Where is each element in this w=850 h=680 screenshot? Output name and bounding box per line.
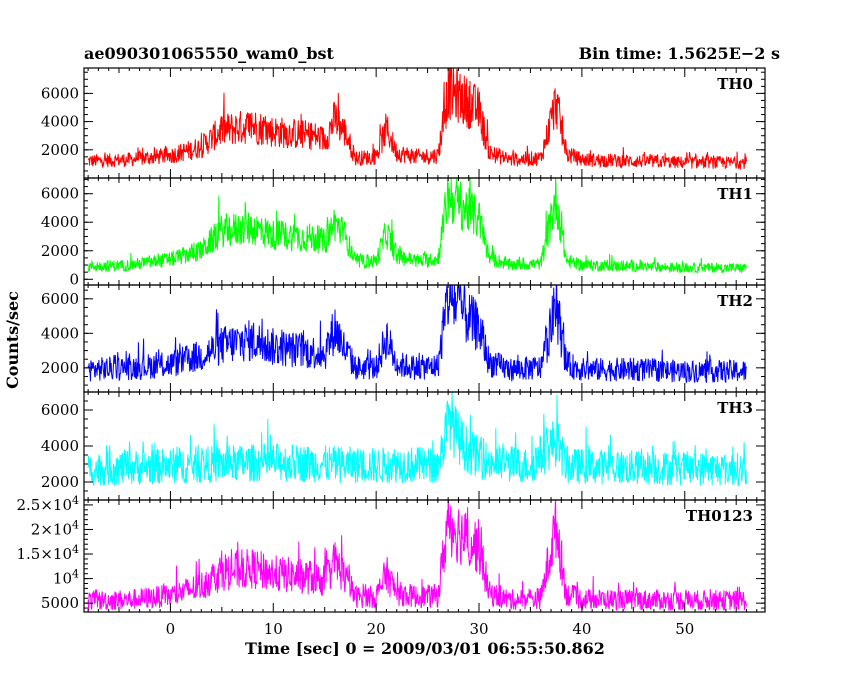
- y-tick-label: 2000: [41, 242, 79, 260]
- y-tick-label: 2000: [41, 359, 79, 377]
- y-tick-label: 4000: [41, 113, 79, 131]
- y-tick-label: 6000: [41, 185, 79, 203]
- bin-time: Bin time: 1.5625E−2 s: [578, 44, 780, 63]
- y-tick-label: 4000: [41, 437, 79, 455]
- trace-th2: [87, 285, 747, 384]
- trace-th3: [87, 392, 747, 487]
- y-tick-label: 5000: [41, 594, 79, 612]
- y-tick-label: 104: [53, 568, 79, 588]
- x-axis: 0 10 20 30 40 50: [166, 620, 695, 638]
- y-tick-label: 4000: [41, 324, 79, 342]
- y-tick-label: 2×104: [31, 518, 79, 538]
- x-tick-label: 50: [675, 620, 694, 638]
- trace-th0123: [87, 500, 747, 612]
- panel-frame-th1: [83, 177, 766, 286]
- x-tick-label: 0: [166, 620, 176, 638]
- frames-layer: 2000 4000 6000 TH0 0 2000 4000 6000 TH1 2000 4000 6…: [16, 67, 766, 613]
- panel-frame-th0123: [83, 499, 766, 613]
- panel-label-th0123: TH0123: [686, 507, 753, 525]
- x-axis-label: Time [sec] 0 = 2009/03/01 06:55:50.862: [245, 639, 605, 658]
- panels-layer: [87, 68, 747, 612]
- panel-label-th1: TH1: [717, 185, 753, 203]
- y-axis-label: Counts/sec: [3, 291, 22, 389]
- observation-id: ae090301065550_wam0_bst: [84, 44, 334, 63]
- x-tick-label: 30: [469, 620, 488, 638]
- panel-label-th3: TH3: [717, 399, 753, 417]
- x-tick-label: 20: [367, 620, 386, 638]
- y-tick-label: 2000: [41, 473, 79, 491]
- x-tick-label: 40: [572, 620, 591, 638]
- y-tick-label: 6000: [41, 290, 79, 308]
- y-tick-label: 1.5×104: [16, 543, 79, 563]
- trace-th0: [87, 68, 747, 171]
- y-tick-label: 4000: [41, 213, 79, 231]
- y-tick-label: 2000: [41, 141, 79, 159]
- y-tick-label: 2.5×104: [16, 494, 79, 514]
- panel-label-th2: TH2: [717, 292, 753, 310]
- trace-th1: [87, 178, 747, 274]
- x-tick-label: 10: [264, 620, 283, 638]
- y-tick-label: 6000: [41, 84, 79, 102]
- y-tick-label: 0: [69, 270, 79, 288]
- panel-label-th0: TH0: [717, 75, 753, 93]
- y-tick-label: 6000: [41, 401, 79, 419]
